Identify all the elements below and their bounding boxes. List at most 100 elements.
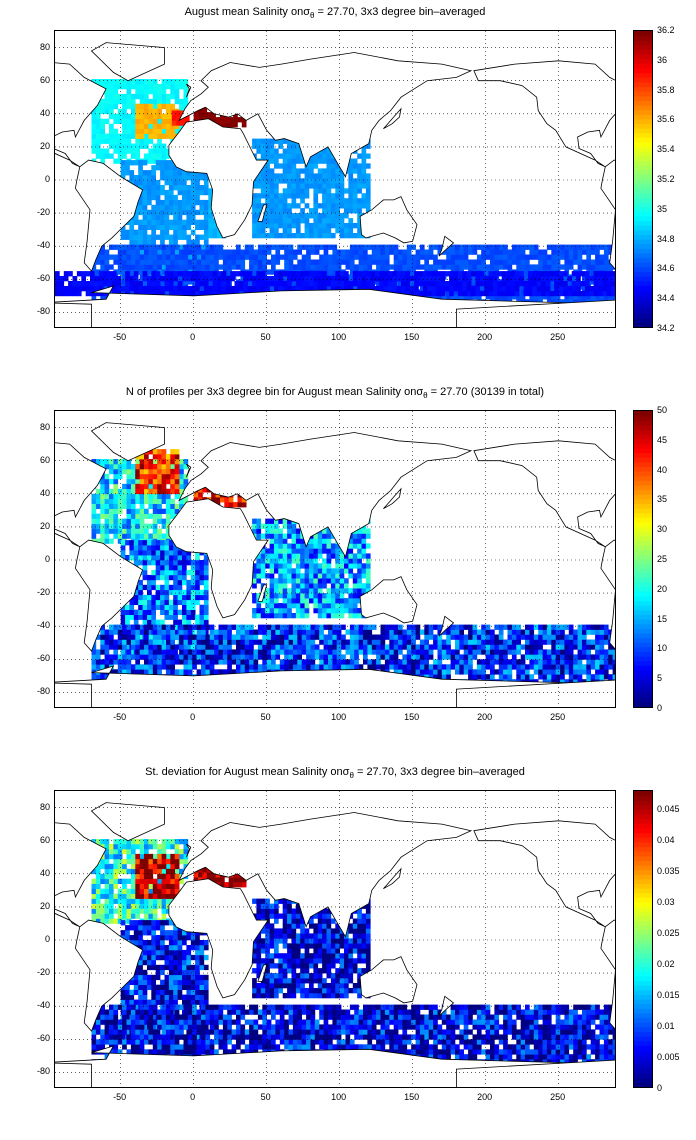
bin-cell bbox=[304, 218, 310, 224]
bin-cell bbox=[330, 281, 336, 287]
bin-cell bbox=[209, 259, 215, 265]
bin-cell bbox=[252, 598, 257, 604]
bin-cell bbox=[120, 649, 126, 655]
bin-cell bbox=[361, 198, 367, 204]
bin-cell bbox=[332, 269, 338, 275]
bin-cell bbox=[148, 133, 154, 139]
bin-cell bbox=[120, 170, 126, 176]
bin-cell bbox=[182, 555, 187, 561]
bin-cell bbox=[151, 219, 156, 225]
bin-cell bbox=[300, 198, 305, 204]
bin-cell bbox=[571, 281, 577, 287]
bin-cell bbox=[203, 204, 209, 211]
bin-cell bbox=[322, 603, 327, 609]
bin-cell bbox=[269, 543, 275, 549]
bin-cell bbox=[463, 244, 469, 250]
bin-cell bbox=[520, 289, 526, 295]
bin-cell bbox=[576, 276, 581, 282]
bin-cell bbox=[424, 259, 429, 265]
bin-cell bbox=[91, 128, 97, 134]
bin-cell bbox=[256, 608, 262, 614]
bin-cell bbox=[322, 583, 327, 589]
bin-cell bbox=[104, 478, 110, 485]
bin-cell bbox=[152, 518, 158, 524]
bin-cell bbox=[479, 281, 485, 287]
bin-cell bbox=[147, 185, 152, 191]
bin-cell bbox=[274, 198, 279, 204]
bin-cell bbox=[228, 122, 234, 128]
bin-cell bbox=[218, 644, 224, 650]
bin-cell bbox=[120, 619, 126, 625]
bin-cell bbox=[165, 464, 171, 470]
bin-cell bbox=[459, 254, 464, 260]
bin-cell bbox=[174, 98, 180, 105]
bin-cell bbox=[538, 294, 543, 300]
bin-cell bbox=[173, 194, 178, 201]
bin-cell bbox=[314, 259, 320, 265]
bin-cell bbox=[278, 276, 283, 282]
bin-cell bbox=[100, 79, 105, 85]
bin-cell bbox=[317, 213, 323, 219]
bin-cell bbox=[129, 239, 135, 245]
bin-cell bbox=[168, 160, 174, 166]
bin-cell bbox=[147, 609, 152, 615]
bin-cell bbox=[199, 204, 205, 211]
bin-cell bbox=[126, 654, 132, 660]
bin-cell bbox=[450, 244, 456, 250]
bin-cell bbox=[179, 274, 184, 280]
bin-cell bbox=[142, 175, 148, 181]
bin-cell bbox=[265, 193, 270, 199]
bin-cell bbox=[157, 88, 162, 95]
y-tick-label: 80 bbox=[39, 41, 50, 52]
bin-cell bbox=[284, 244, 289, 250]
bin-cell bbox=[392, 286, 397, 292]
bin-cell bbox=[170, 498, 175, 504]
bin-cell bbox=[309, 553, 314, 559]
bin-cell bbox=[573, 299, 578, 305]
bin-cell bbox=[282, 578, 288, 584]
bin-cell bbox=[519, 281, 524, 287]
bin-cell bbox=[113, 493, 119, 500]
bin-cell bbox=[147, 189, 152, 196]
bin-cell bbox=[291, 203, 297, 209]
bin-cell bbox=[125, 229, 130, 235]
bin-cell bbox=[257, 254, 263, 260]
bin-cell bbox=[274, 193, 279, 199]
bin-cell bbox=[186, 290, 192, 297]
bin-cell bbox=[282, 228, 288, 234]
bin-cell bbox=[335, 553, 340, 559]
bin-cell bbox=[113, 88, 119, 95]
bin-cell bbox=[138, 290, 143, 297]
bin-cell bbox=[209, 254, 215, 260]
bin-cell bbox=[170, 264, 175, 270]
bin-cell bbox=[586, 254, 591, 260]
bin-cell bbox=[339, 178, 345, 184]
bin-cell bbox=[406, 254, 412, 260]
bin-cell bbox=[357, 223, 362, 229]
bin-cell bbox=[252, 183, 257, 189]
colorbar-step bbox=[634, 290, 652, 296]
bin-cell bbox=[170, 654, 175, 660]
bin-cell bbox=[300, 193, 305, 199]
bin-cell bbox=[564, 259, 570, 265]
bin-cell bbox=[179, 478, 184, 485]
bin-cell bbox=[186, 644, 192, 650]
bin-cell bbox=[414, 290, 419, 297]
bin-cell bbox=[603, 244, 609, 250]
bin-cell bbox=[533, 254, 539, 260]
bin-cell bbox=[326, 168, 332, 174]
bin-cell bbox=[528, 286, 533, 292]
bin-cell bbox=[177, 271, 183, 277]
bin-cell bbox=[138, 634, 143, 640]
bin-cell bbox=[190, 604, 196, 610]
bin-cell bbox=[130, 98, 136, 105]
bin-cell bbox=[304, 281, 310, 287]
bin-cell bbox=[335, 573, 340, 579]
bin-cell bbox=[199, 185, 205, 191]
bin-cell bbox=[161, 664, 167, 670]
bin-cell bbox=[103, 271, 108, 277]
bin-cell bbox=[104, 483, 110, 490]
bin-cell bbox=[109, 93, 114, 100]
bin-cell bbox=[252, 281, 257, 287]
bin-cell bbox=[151, 170, 156, 176]
